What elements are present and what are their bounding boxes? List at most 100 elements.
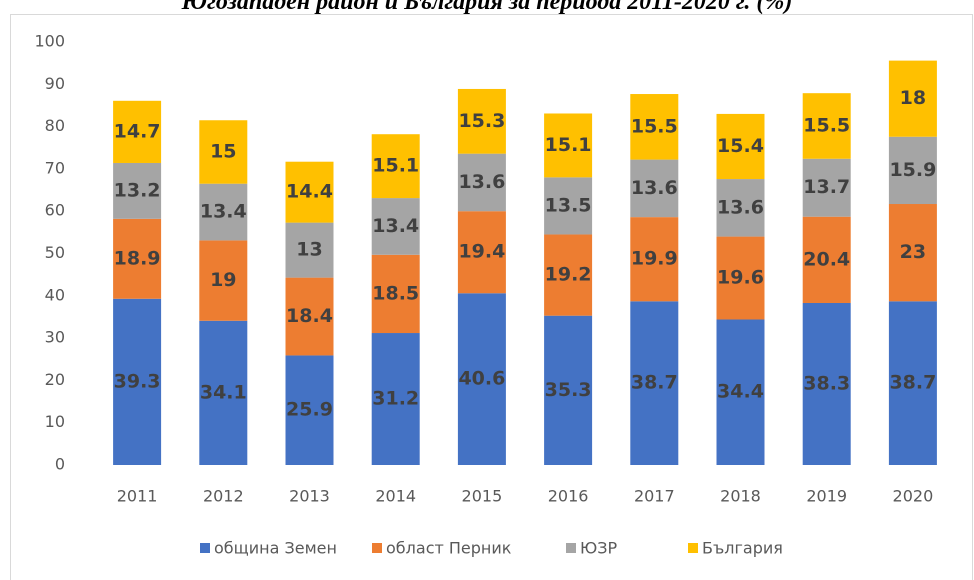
y-tick-label: 80 [45,116,65,135]
data-label: 35.3 [545,379,592,401]
data-label: 31.2 [372,388,419,410]
bar-segment [716,236,765,320]
bar-segment [630,94,679,160]
bar-segment [802,216,851,303]
bar-segment [371,333,420,465]
bar-segment [457,293,506,465]
x-tick-label: 2016 [548,487,589,506]
bar-segment [544,177,593,235]
legend-label: ЮЗР [580,539,618,558]
data-label: 25.9 [286,399,333,421]
x-tick-label: 2014 [375,487,416,506]
data-label: 39.3 [114,370,161,392]
legend-swatch [372,543,382,553]
legend-label: България [702,539,783,558]
bar-segment [113,218,162,299]
y-tick-label: 40 [45,285,65,304]
y-tick-label: 50 [45,243,65,262]
y-tick-label: 90 [45,74,65,93]
bar-segment [371,134,420,199]
data-label: 15.5 [631,115,678,137]
x-tick-label: 2012 [203,487,244,506]
bar-segment [113,162,162,219]
data-label: 13.4 [372,215,419,237]
data-label: 23 [900,241,926,263]
data-label: 19.9 [631,248,678,270]
data-label: 14.4 [286,181,333,203]
bar-segment [716,179,765,237]
bar-segment [630,301,679,465]
x-tick-label: 2017 [634,487,675,506]
data-label: 19.6 [717,267,764,289]
bar-segment [199,120,248,184]
bar-segment [716,113,765,180]
data-label: 13.6 [631,177,678,199]
bar-segment [802,302,851,465]
bar-segment [113,100,162,163]
bar-segment [199,320,248,465]
data-label: 18.9 [114,247,161,269]
legend-swatch [566,543,576,553]
data-label: 18.5 [372,282,419,304]
bar-segment [457,153,506,212]
bar-segment [716,319,765,465]
legend-swatch [200,543,210,553]
data-label: 34.1 [200,381,247,403]
data-label: 34.4 [717,381,764,403]
data-label: 15.1 [372,155,419,177]
y-tick-label: 20 [45,370,65,389]
x-tick-label: 2020 [893,487,934,506]
bar-segment [888,136,937,205]
bar-segment [888,204,937,302]
y-tick-label: 10 [45,412,65,431]
data-label: 19.2 [545,264,592,286]
x-tick-label: 2015 [462,487,503,506]
data-label: 13.4 [200,201,247,223]
bar-segment [802,158,851,217]
data-label: 15.3 [458,110,505,132]
data-label: 38.3 [803,372,850,394]
y-tick-label: 30 [45,328,65,347]
data-label: 38.7 [889,372,936,394]
data-label: 20.4 [803,248,850,270]
data-label: 15.5 [803,114,850,136]
data-label: 18.4 [286,305,333,327]
data-label: 13 [296,239,322,261]
x-tick-label: 2011 [117,487,158,506]
data-label: 19.4 [458,241,505,263]
chart-border [10,14,973,580]
bar-segment [285,222,334,278]
y-tick-label: 60 [45,201,65,220]
legend-label: община Земен [214,539,337,558]
data-label: 13.5 [545,194,592,216]
legend-label: област Перник [386,539,512,558]
bar-segment [371,254,420,334]
data-label: 13.2 [114,179,161,201]
bar-segment [113,298,162,465]
data-label: 18 [900,87,926,109]
y-tick-label: 100 [34,32,65,51]
data-label: 13.6 [458,171,505,193]
bar-segment [630,217,679,302]
x-tick-label: 2018 [720,487,761,506]
data-label: 15.4 [717,135,764,157]
data-label: 15.1 [545,134,592,156]
bar-segment [544,113,593,178]
data-label: 40.6 [458,368,505,390]
bar-segment [285,355,334,465]
y-tick-label: 70 [45,158,65,177]
bar-segment [888,60,937,137]
data-label: 14.7 [114,120,161,142]
data-label: 15.9 [889,159,936,181]
bar-segment [544,234,593,316]
bar-segment [630,159,679,218]
bar-segment [802,93,851,159]
data-label: 13.7 [803,176,850,198]
data-label: 15 [210,140,236,162]
chart-title: Югозападен район и България за периода 2… [181,0,793,15]
bar-segment [199,240,248,321]
bar-segment [285,161,334,223]
bar-segment [199,183,248,241]
x-tick-label: 2019 [806,487,847,506]
